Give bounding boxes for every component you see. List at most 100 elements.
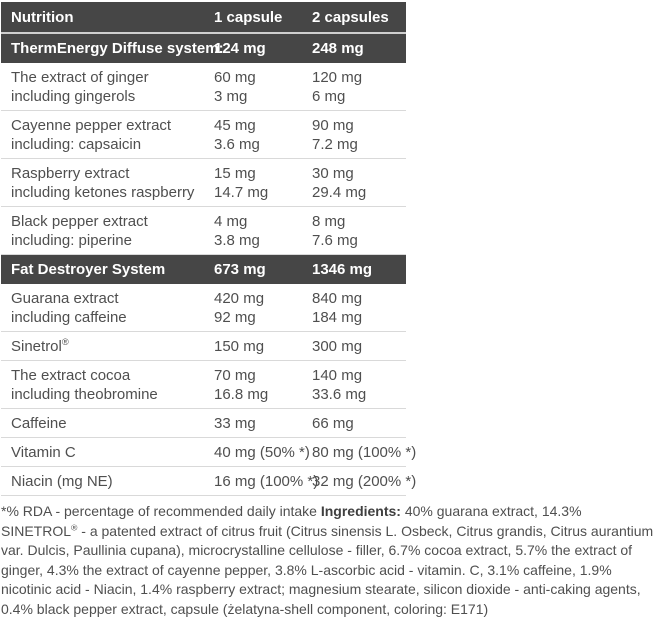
rda-note: *% RDA - percentage of recommended daily… [1, 503, 321, 519]
amount-2-capsules-cell: 248 mg [312, 40, 406, 57]
amount-2-capsules-cell: 120 mg 6 mg [312, 68, 406, 106]
table-row: Raspberry extract including ketones raspb… [1, 159, 406, 207]
table-header-row: Nutrition 1 capsule 2 capsules [1, 2, 406, 32]
nutrient-name: Raspberry extract [11, 165, 130, 182]
amount-1-capsule: 124 mg [214, 40, 266, 57]
registered-trademark-symbol: ® [71, 521, 78, 532]
amount-1-capsule-cell: 45 mg 3.6 mg [214, 116, 312, 154]
amount-2-capsules-cell: 90 mg 7.2 mg [312, 116, 406, 154]
sub-amount-2-capsules: 7.2 mg [312, 136, 358, 153]
amount-1-capsule: 673 mg [214, 261, 266, 278]
amount-1-capsule: 15 mg [214, 165, 256, 182]
amount-1-capsule: 420 mg [214, 290, 265, 307]
nutrient-name-cell: Raspberry extract including ketones raspb… [1, 164, 214, 202]
table-row: The extract of ginger including gingerols… [1, 63, 406, 111]
nutrient-name-cell: Niacin (mg NE) [1, 472, 214, 491]
amount-2-capsules: 1346 mg [312, 261, 373, 278]
amount-1-capsule: 60 mg [214, 69, 256, 86]
table-row: Black pepper extract including: piperine 4… [1, 207, 406, 255]
table-row: The extract cocoa including theobromine 70… [1, 361, 406, 409]
nutrient-name: Cayenne pepper extract [11, 117, 172, 134]
sub-amount-2-capsules: 6 mg [312, 88, 346, 105]
nutrient-name-cell: Black pepper extract including: piperine [1, 212, 214, 250]
amount-1-capsule-cell: 40 mg (50% *) [214, 443, 312, 462]
nutrient-name: Fat Destroyer System [11, 261, 166, 278]
sub-amount-1-capsule: 16.8 mg [214, 386, 269, 403]
nutrient-name-cell: The extract of ginger including gingerols [1, 68, 214, 106]
sub-amount-2-capsules: 29.4 mg [312, 184, 367, 201]
table-row: Cayenne pepper extract including: capsaic… [1, 111, 406, 159]
ingredients-label: Ingredients: [320, 503, 401, 519]
nutrient-name-cell: Guarana extract including caffeine [1, 289, 214, 327]
amount-2-capsules: 120 mg [312, 69, 363, 86]
sub-amount-1-capsule: 92 mg [214, 309, 256, 326]
amount-2-capsules: 80 mg (100% *) [312, 444, 417, 461]
amount-1-capsule-cell: 15 mg 14.7 mg [214, 164, 312, 202]
nutrient-name: Sinetrol® [11, 337, 69, 355]
amount-2-capsules: 8 mg [312, 213, 346, 230]
nutrient-name: Guarana extract [11, 290, 119, 307]
amount-1-capsule: 150 mg [214, 338, 265, 355]
nutrient-name-cell: Fat Destroyer System [1, 261, 214, 278]
amount-1-capsule-cell: 150 mg [214, 337, 312, 356]
amount-2-capsules-cell: 66 mg [312, 414, 406, 433]
amount-2-capsules: 140 mg [312, 367, 363, 384]
column-header-1-capsule: 1 capsule [214, 8, 283, 26]
sub-amount-2-capsules: 33.6 mg [312, 386, 367, 403]
table-row: Niacin (mg NE) 16 mg (100% *) 32 mg (200% … [1, 467, 416, 496]
nutrient-sub-name: including: capsaicin [11, 136, 142, 153]
amount-2-capsules: 66 mg [312, 415, 354, 432]
table-row: Sinetrol® 150 mg 300 mg [1, 332, 406, 361]
nutrient-sub-name: including theobromine [11, 386, 158, 403]
amount-2-capsules-cell: 300 mg [312, 337, 406, 356]
amount-2-capsules-cell: 8 mg 7.6 mg [312, 212, 406, 250]
sub-amount-1-capsule: 3.8 mg [214, 232, 260, 249]
nutrient-name-cell: The extract cocoa including theobromine [1, 366, 214, 404]
section-header-row: ThermEnergy Diffuse system: 124 mg 248 mg [1, 34, 406, 63]
amount-1-capsule: 70 mg [214, 367, 256, 384]
nutrient-name-cell: ThermEnergy Diffuse system: [1, 40, 224, 57]
sub-amount-1-capsule: 3.6 mg [214, 136, 260, 153]
ingredients-text: 40% guarana extract, 14.3% SINETROL® - a… [1, 503, 654, 617]
nutrition-table: Nutrition 1 capsule 2 capsules ThermEner… [1, 2, 416, 496]
column-header-nutrition: Nutrition [11, 8, 74, 26]
nutrient-name: The extract of ginger [11, 69, 149, 86]
amount-1-capsule-cell: 4 mg 3.8 mg [214, 212, 312, 250]
amount-2-capsules-cell: 30 mg 29.4 mg [312, 164, 406, 202]
nutrient-name: Black pepper extract [11, 213, 148, 230]
nutrient-name: Caffeine [11, 415, 67, 432]
nutrient-sub-name: including caffeine [11, 309, 127, 326]
amount-2-capsules: 30 mg [312, 165, 354, 182]
amount-1-capsule: 16 mg (100% *) [214, 473, 319, 490]
amount-2-capsules: 300 mg [312, 338, 363, 355]
header-divider [1, 32, 406, 34]
amount-1-capsule-cell: 673 mg [214, 261, 312, 278]
nutrient-name: Vitamin C [11, 444, 76, 461]
sub-amount-1-capsule: 3 mg [214, 88, 248, 105]
column-header-2-capsules: 2 capsules [312, 8, 389, 26]
sub-amount-1-capsule: 14.7 mg [214, 184, 269, 201]
amount-1-capsule: 4 mg [214, 213, 248, 230]
amount-2-capsules: 840 mg [312, 290, 363, 307]
amount-1-capsule-cell: 124 mg [214, 40, 312, 57]
nutrient-name-cell: Sinetrol® [1, 337, 214, 356]
amount-1-capsule: 33 mg [214, 415, 256, 432]
amount-2-capsules-cell: 140 mg 33.6 mg [312, 366, 406, 404]
table-row: Guarana extract including caffeine 420 mg 9… [1, 284, 406, 332]
amount-2-capsules-cell: 80 mg (100% *) [312, 443, 416, 462]
amount-1-capsule: 40 mg (50% *) [214, 444, 310, 461]
amount-1-capsule-cell: 420 mg 92 mg [214, 289, 312, 327]
sub-amount-2-capsules: 184 mg [312, 309, 363, 326]
nutrient-sub-name: including: piperine [11, 232, 132, 249]
section-header-row: Fat Destroyer System 673 mg 1346 mg [1, 255, 406, 284]
amount-1-capsule-cell: 33 mg [214, 414, 312, 433]
sub-amount-2-capsules: 7.6 mg [312, 232, 358, 249]
nutrient-name: The extract cocoa [11, 367, 131, 384]
nutrient-sub-name: including gingerols [11, 88, 136, 105]
amount-1-capsule-cell: 70 mg 16.8 mg [214, 366, 312, 404]
table-row: Caffeine 33 mg 66 mg [1, 409, 406, 438]
amount-2-capsules-cell: 840 mg 184 mg [312, 289, 406, 327]
nutrient-name-cell: Cayenne pepper extract including: capsaic… [1, 116, 214, 154]
amount-2-capsules-cell: 32 mg (200% *) [312, 472, 416, 491]
amount-2-capsules-cell: 1346 mg [312, 261, 406, 278]
